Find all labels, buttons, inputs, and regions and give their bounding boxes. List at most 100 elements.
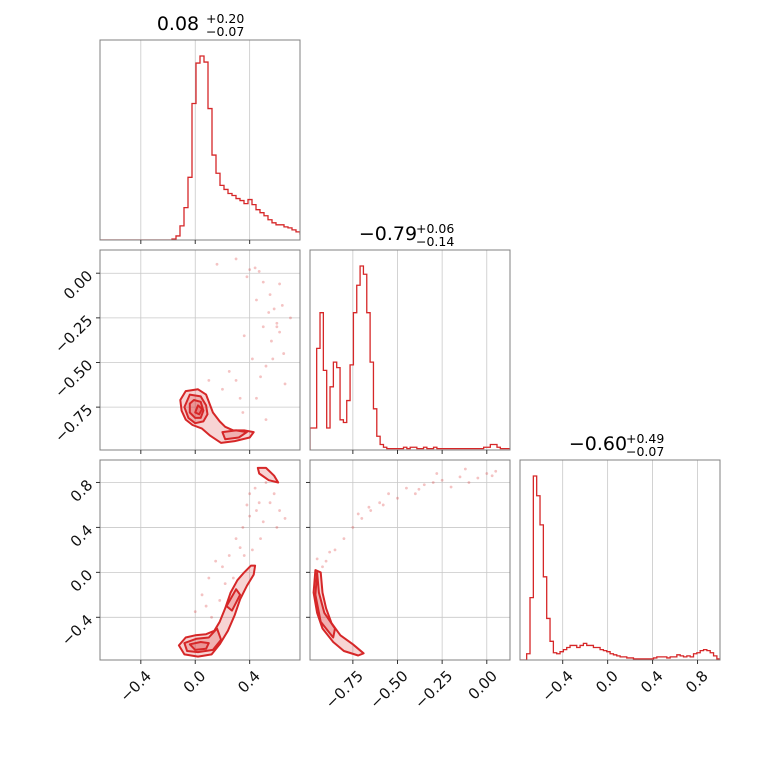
sample-point-1-2-2 <box>440 478 444 482</box>
sample-point-0-2-23 <box>242 554 246 557</box>
sample-point-0-1-30 <box>261 325 265 329</box>
sample-point-0-2-1 <box>255 509 258 512</box>
sample-point-0-2-3 <box>259 537 262 541</box>
sample-point-0-1-11 <box>264 364 268 368</box>
frame-0-2 <box>99 459 301 661</box>
sample-point-0-2-6 <box>275 526 279 529</box>
tick-label-y-1-0: −0.75 <box>51 401 96 446</box>
sample-point-1-2-9 <box>387 492 390 496</box>
contour-0-1-3 <box>194 404 203 416</box>
scatter-0-2 <box>177 466 287 658</box>
sample-point-0-1-3 <box>245 275 249 279</box>
sample-point-1-2-14 <box>342 537 346 541</box>
sample-point-1-2-13 <box>351 526 355 529</box>
title-upper-2: +0.49 <box>626 431 664 446</box>
panel-1-2: −0.75 −0.50 −0.25 0.00 <box>306 459 511 712</box>
sample-point-0-1-18 <box>264 418 268 422</box>
sample-point-0-1-15 <box>227 370 231 373</box>
sample-point-0-1-26 <box>207 378 211 382</box>
corner-plot-panels: 0.08 +0.20−0.07−0.75−0.50−0.250.00−0.79+0… <box>51 11 721 712</box>
sample-point-0-2-19 <box>283 517 287 520</box>
sample-point-0-2-7 <box>241 526 245 529</box>
sample-point-0-2-12 <box>207 576 211 580</box>
sample-point-1-2-5 <box>485 472 489 475</box>
sample-point-0-1-5 <box>268 293 272 297</box>
sample-point-0-2-13 <box>200 593 204 597</box>
sample-point-0-1-22 <box>289 316 292 320</box>
sample-point-1-2-6 <box>494 469 498 473</box>
sample-point-0-2-8 <box>234 537 238 541</box>
contour-0-2-2 <box>188 641 210 651</box>
sample-point-0-1-16 <box>255 396 258 400</box>
sample-point-0-1-0 <box>248 268 252 272</box>
sample-point-0-2-24 <box>272 492 276 496</box>
contour-0-2-3 <box>225 588 242 612</box>
sample-point-0-2-17 <box>245 503 249 507</box>
panel-0-2: −0.4 0.0 0.4 −0.4 0.0 0.4 0.8 <box>58 459 301 705</box>
sample-point-1-2-20 <box>367 505 371 509</box>
tick-label-y-1-1: −0.50 <box>51 356 96 401</box>
title-lower-0: −0.07 <box>206 24 244 39</box>
sample-point-1-2-27 <box>435 472 439 475</box>
panel-0-0: 0.08 +0.20−0.07 <box>99 11 301 244</box>
tick-label-x-0-1: 0.0 <box>180 667 210 697</box>
sample-point-0-1-14 <box>234 378 238 382</box>
sample-point-0-2-14 <box>193 610 197 614</box>
sample-point-0-1-24 <box>275 325 279 329</box>
tick-label-y-1-2: −0.25 <box>51 311 96 356</box>
sample-point-1-2-11 <box>369 509 373 512</box>
sample-point-0-1-19 <box>215 262 219 266</box>
sample-point-0-1-12 <box>259 375 262 379</box>
sample-point-1-2-23 <box>315 557 319 561</box>
title-value-1: −0.79 <box>359 223 417 245</box>
tick-label-x-2-3: 0.8 <box>682 667 712 697</box>
sample-point-0-2-25 <box>257 501 261 505</box>
sample-point-0-2-2 <box>261 520 265 524</box>
scatter-1-2 <box>312 467 498 657</box>
contour-0-2-4 <box>256 466 280 484</box>
histogram-1 <box>310 265 510 450</box>
sample-point-1-2-7 <box>431 481 435 484</box>
sample-point-0-1-7 <box>275 321 279 325</box>
tick-label-x-1-3: 0.00 <box>465 667 501 703</box>
sample-point-0-1-27 <box>221 387 224 391</box>
sample-point-0-1-2 <box>257 270 261 273</box>
sample-point-1-2-15 <box>333 548 337 552</box>
sample-point-1-2-8 <box>449 485 453 489</box>
frame-0-1 <box>99 249 301 451</box>
title-lower-1: −0.14 <box>416 234 454 249</box>
frame-1-2 <box>309 459 511 661</box>
sample-point-1-2-1 <box>422 483 426 487</box>
sample-point-0-1-17 <box>241 411 245 414</box>
sample-point-1-2-17 <box>413 492 417 496</box>
sample-point-0-1-4 <box>261 280 265 284</box>
sample-point-0-1-21 <box>278 282 281 286</box>
sample-point-0-1-13 <box>283 382 287 386</box>
histogram-0 <box>100 55 300 240</box>
tick-label-x-1-1: −0.50 <box>366 667 411 712</box>
title-upper-0: +0.20 <box>206 11 244 26</box>
tick-label-y-2-0: −0.4 <box>58 611 96 649</box>
sample-point-1-2-3 <box>458 475 462 479</box>
sample-point-1-2-21 <box>356 512 360 516</box>
sample-point-1-2-0 <box>405 486 408 490</box>
tick-label-x-1-2: −0.25 <box>411 667 456 712</box>
tick-label-y-1-3: 0.00 <box>60 267 96 303</box>
sample-point-0-1-32 <box>255 298 258 302</box>
sample-point-0-1-8 <box>278 330 281 334</box>
frame-0-0 <box>99 39 301 241</box>
sample-point-1-2-16 <box>324 559 328 563</box>
tick-label-x-1-0: −0.75 <box>322 667 367 712</box>
histogram-2 <box>520 475 720 660</box>
sample-point-0-1-10 <box>282 352 286 355</box>
tick-label-x-0-0: −0.4 <box>116 667 154 705</box>
sample-point-1-2-4 <box>476 476 480 480</box>
frame-1-1 <box>309 249 511 451</box>
title-value-0: 0.08 <box>157 13 199 35</box>
frame-2-2 <box>519 459 721 661</box>
sample-point-1-2-19 <box>396 496 399 500</box>
sample-point-1-2-12 <box>360 517 364 520</box>
title-value-2: −0.60 <box>569 433 627 455</box>
sample-point-0-2-16 <box>264 481 268 484</box>
